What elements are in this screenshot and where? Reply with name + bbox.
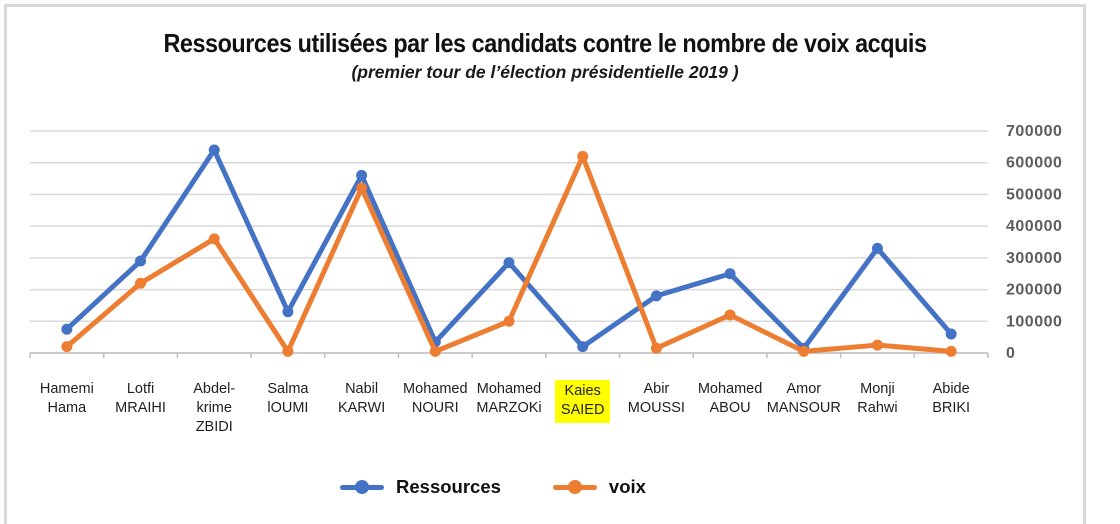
legend-item-voix: voix <box>552 476 646 498</box>
data-point-ressources <box>61 323 73 335</box>
legend-item-ressources: Ressources <box>340 476 501 498</box>
y-axis-tick-label: 100000 <box>1006 313 1062 330</box>
ressources-line-marker-icon <box>340 480 384 494</box>
data-point-ressources <box>503 257 515 269</box>
data-point-voix <box>208 233 220 245</box>
data-point-ressources <box>871 242 883 254</box>
data-point-voix <box>282 345 294 357</box>
y-axis-tick-label: 700000 <box>1006 123 1062 140</box>
data-point-ressources <box>356 169 368 181</box>
legend-label-ressources: Ressources <box>396 476 501 497</box>
data-point-voix <box>871 339 883 351</box>
y-axis-tick-label: 200000 <box>1006 282 1062 299</box>
data-point-voix <box>135 277 147 289</box>
data-point-ressources <box>208 144 220 156</box>
data-point-voix <box>798 345 810 357</box>
legend: Ressources voix <box>340 476 646 498</box>
y-axis-tick-label: 500000 <box>1006 186 1062 203</box>
data-point-voix <box>503 315 515 327</box>
data-point-ressources <box>282 306 294 318</box>
data-point-ressources <box>724 268 736 280</box>
data-point-voix <box>650 342 662 354</box>
y-axis-tick-label: 0 <box>1006 345 1015 362</box>
data-point-ressources <box>650 290 662 302</box>
voix-line-marker-icon <box>552 480 597 494</box>
data-point-ressources <box>135 255 147 267</box>
y-axis-tick-label: 400000 <box>1006 218 1062 235</box>
chart-title: Ressources utilisées par les candidats c… <box>163 28 927 58</box>
data-point-ressources <box>945 328 957 340</box>
data-point-voix <box>429 345 441 357</box>
data-point-voix <box>356 182 368 194</box>
data-point-voix <box>61 341 73 353</box>
y-axis-tick-label: 300000 <box>1006 250 1062 267</box>
chart-subtitle: (premier tour de l’élection présidentiel… <box>351 62 739 82</box>
data-point-voix <box>945 345 957 357</box>
data-point-voix <box>577 150 589 162</box>
chart-frame <box>4 4 1086 524</box>
legend-label-voix: voix <box>608 476 646 497</box>
y-axis-tick-label: 600000 <box>1006 155 1062 172</box>
data-point-ressources <box>577 341 589 353</box>
data-point-voix <box>724 309 736 321</box>
